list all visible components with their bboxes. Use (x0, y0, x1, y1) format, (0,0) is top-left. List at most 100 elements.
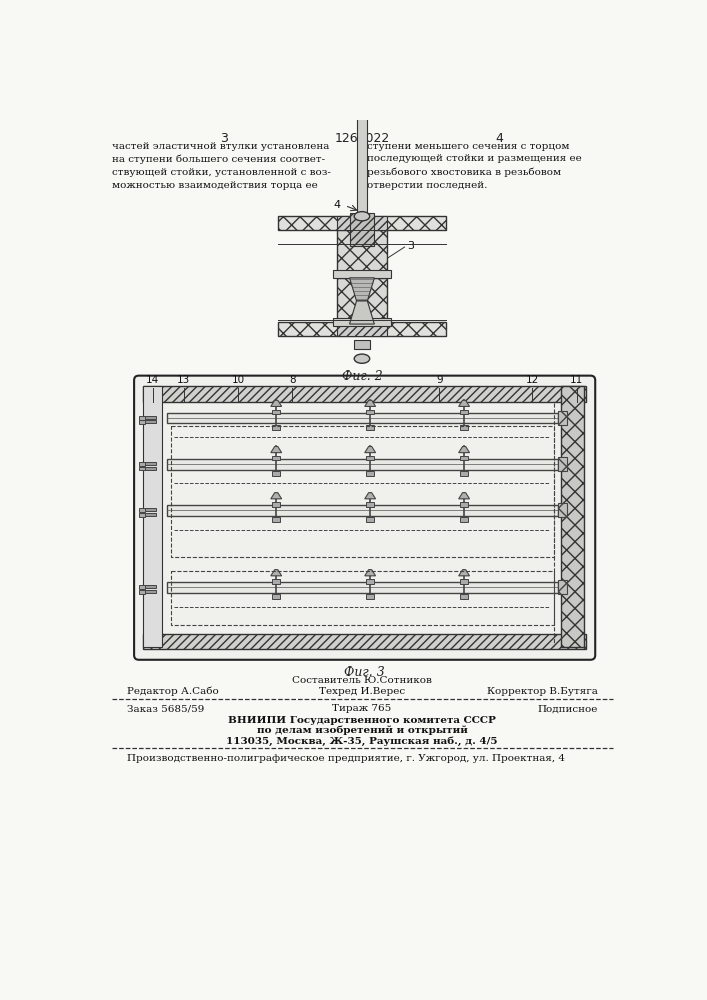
Text: 9: 9 (436, 375, 443, 385)
Bar (279, 216, 445, 230)
FancyBboxPatch shape (134, 376, 595, 660)
Bar (272, 471, 280, 476)
Polygon shape (271, 400, 281, 406)
Bar (366, 594, 374, 599)
Ellipse shape (354, 212, 370, 221)
Bar (145, 466, 156, 470)
Text: 4: 4 (333, 200, 340, 210)
Bar (167, 459, 558, 470)
Bar (167, 582, 558, 593)
Text: ВНИИПИ Государственного комитета СССР: ВНИИПИ Государственного комитета СССР (228, 716, 496, 725)
Bar (272, 410, 280, 414)
Bar (139, 420, 145, 424)
Text: Фиг. 3: Фиг. 3 (344, 666, 385, 679)
Text: Заказ 5685/59: Заказ 5685/59 (127, 704, 204, 713)
Text: Тираж 765: Тираж 765 (332, 704, 392, 713)
Text: Подписное: Подписное (537, 704, 597, 713)
Text: ступени меньшего сечения с торцом
последующей стойки и размещения ее
резьбового : ступени меньшего сечения с торцом послед… (368, 142, 582, 190)
Bar (460, 594, 468, 599)
Bar (139, 416, 145, 420)
Bar (366, 502, 374, 507)
Text: Корректор В.Бутяга: Корректор В.Бутяга (486, 687, 597, 696)
Text: Редактор А.Сабо: Редактор А.Сабо (127, 687, 219, 696)
Polygon shape (459, 446, 469, 453)
Polygon shape (459, 570, 469, 576)
Bar (272, 425, 280, 430)
Text: частей эластичной втулки установлена
на ступени большего сечения соответ-
ствующ: частей эластичной втулки установлена на … (112, 142, 330, 190)
Bar (460, 579, 468, 584)
Bar (272, 594, 280, 599)
Bar (144, 634, 586, 649)
Text: 8: 8 (289, 375, 296, 385)
Bar (145, 585, 156, 588)
Text: 4: 4 (495, 132, 503, 145)
Text: Производственно-полиграфическое предприятие, г. Ужгород, ул. Проектная, 4: Производственно-полиграфическое предприя… (127, 754, 565, 763)
Polygon shape (271, 570, 281, 576)
Bar (139, 590, 145, 594)
Polygon shape (349, 301, 374, 324)
Bar (460, 456, 468, 460)
Bar (145, 420, 156, 423)
Bar (366, 410, 374, 414)
Bar (145, 416, 156, 419)
Bar (144, 386, 162, 647)
Text: 113035, Москва, Ж-35, Раушская наб., д. 4/5: 113035, Москва, Ж-35, Раушская наб., д. … (226, 736, 498, 746)
Bar (167, 413, 558, 423)
Bar (366, 456, 374, 460)
Bar (354, 340, 370, 349)
Bar (337, 230, 387, 278)
Bar (145, 462, 156, 465)
Text: Техред И.Верес: Техред И.Верес (319, 687, 405, 696)
Bar (460, 410, 468, 414)
Bar (272, 579, 280, 584)
Text: 13: 13 (177, 375, 190, 385)
Bar (144, 386, 586, 402)
Bar (332, 270, 392, 278)
Bar (332, 318, 392, 326)
Bar (366, 425, 374, 430)
Bar (460, 502, 468, 507)
Bar (460, 425, 468, 430)
Bar (139, 466, 145, 470)
Bar (139, 462, 145, 466)
Text: Фиг. 2: Фиг. 2 (341, 370, 382, 383)
Text: 11: 11 (570, 375, 583, 385)
Bar (145, 508, 156, 511)
Bar (145, 590, 156, 593)
Bar (460, 471, 468, 476)
Polygon shape (271, 493, 281, 499)
Bar (349, 213, 374, 246)
Bar (460, 517, 468, 522)
Bar (279, 322, 445, 336)
Bar (558, 457, 567, 471)
Polygon shape (365, 400, 375, 406)
Bar (366, 471, 374, 476)
Bar (356, 97, 368, 216)
Bar (558, 503, 567, 517)
Bar (139, 585, 145, 589)
Bar (139, 513, 145, 517)
Bar (272, 517, 280, 522)
Bar (167, 505, 558, 516)
Polygon shape (365, 570, 375, 576)
Bar (145, 513, 156, 516)
Polygon shape (459, 400, 469, 406)
Bar (272, 456, 280, 460)
Polygon shape (365, 493, 375, 499)
Polygon shape (349, 278, 374, 301)
Bar (366, 579, 374, 584)
Bar (337, 216, 387, 230)
Bar (558, 411, 567, 425)
Text: 12: 12 (526, 375, 539, 385)
Bar (561, 386, 585, 647)
Bar (337, 322, 387, 336)
Bar (558, 580, 567, 594)
Polygon shape (365, 446, 375, 453)
Text: 14: 14 (146, 375, 159, 385)
Text: по делам изобретений и открытий: по делам изобретений и открытий (257, 726, 467, 735)
Text: Составитель Ю.Сотников: Составитель Ю.Сотников (292, 676, 432, 685)
Polygon shape (271, 446, 281, 453)
Ellipse shape (354, 354, 370, 363)
Text: 10: 10 (231, 375, 245, 385)
Bar (337, 278, 387, 326)
